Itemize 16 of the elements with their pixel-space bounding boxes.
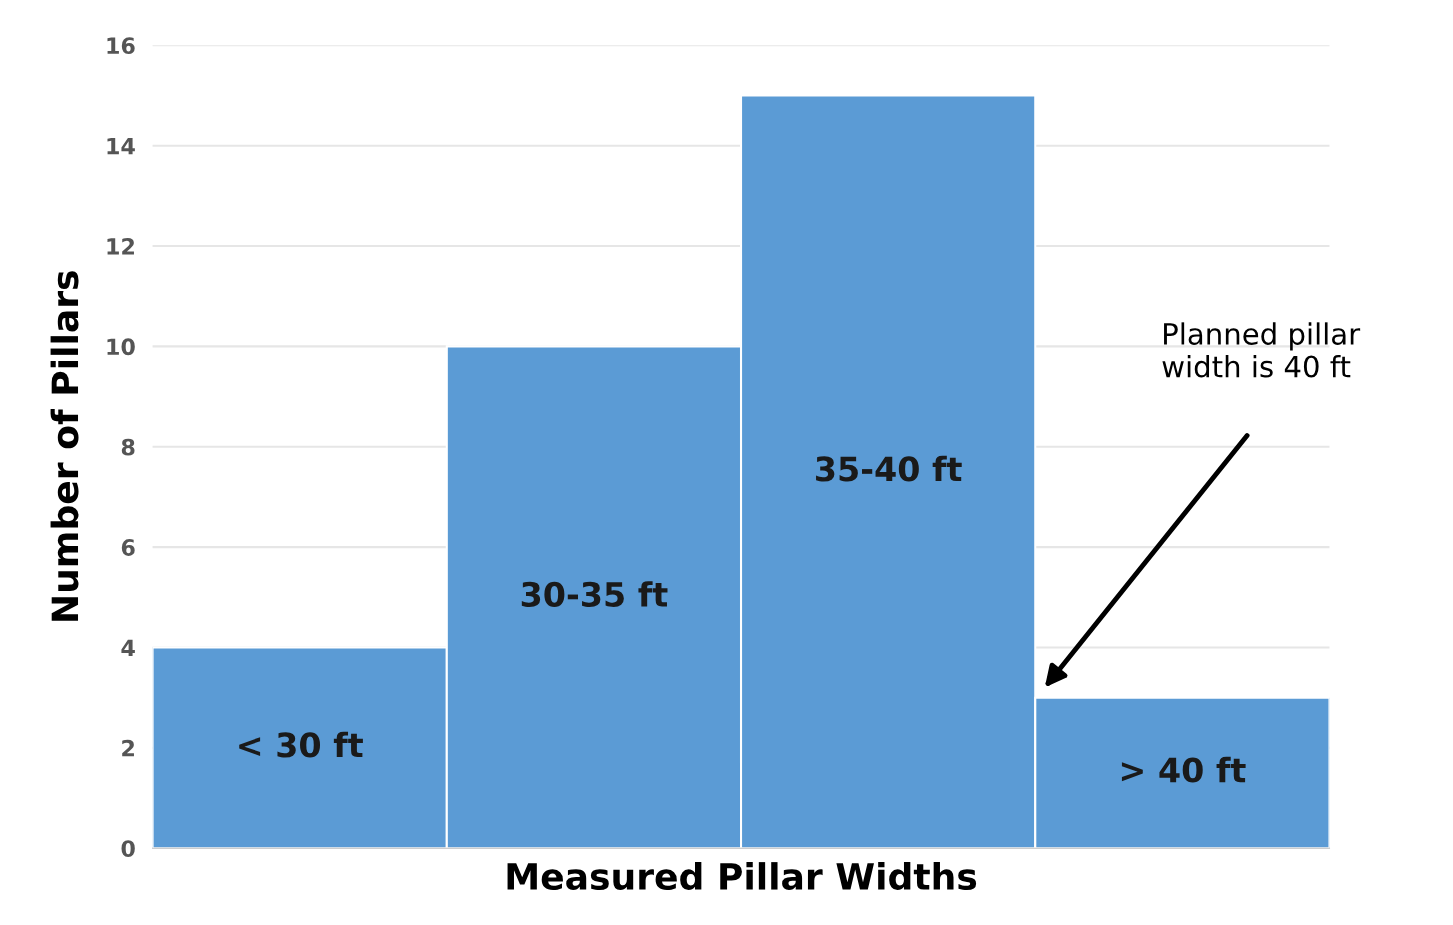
y-tick-label: 8 — [121, 438, 135, 456]
y-axis-title: Number of Pillars — [50, 271, 79, 621]
y-tick-label: 4 — [121, 639, 135, 656]
x-axis-title: Measured Pillar Widths — [507, 862, 977, 891]
y-tick-label: 12 — [107, 238, 134, 255]
x-tick-label: 35-40 ft — [816, 455, 962, 482]
y-tick-label: 14 — [107, 137, 135, 155]
y-tick-label: 2 — [122, 739, 134, 757]
x-tick-label: > 40 ft — [1121, 756, 1246, 783]
y-tick-label: 0 — [121, 840, 135, 857]
x-tick-label: < 30 ft — [239, 731, 363, 758]
annotation: Planned pillar width is 40 ft — [1162, 322, 1361, 378]
y-tick-label: 16 — [107, 37, 135, 55]
y-tick-label: 6 — [121, 539, 135, 556]
y-tick-label: 10 — [107, 338, 135, 356]
x-tick-label: 30-35 ft — [521, 581, 668, 607]
